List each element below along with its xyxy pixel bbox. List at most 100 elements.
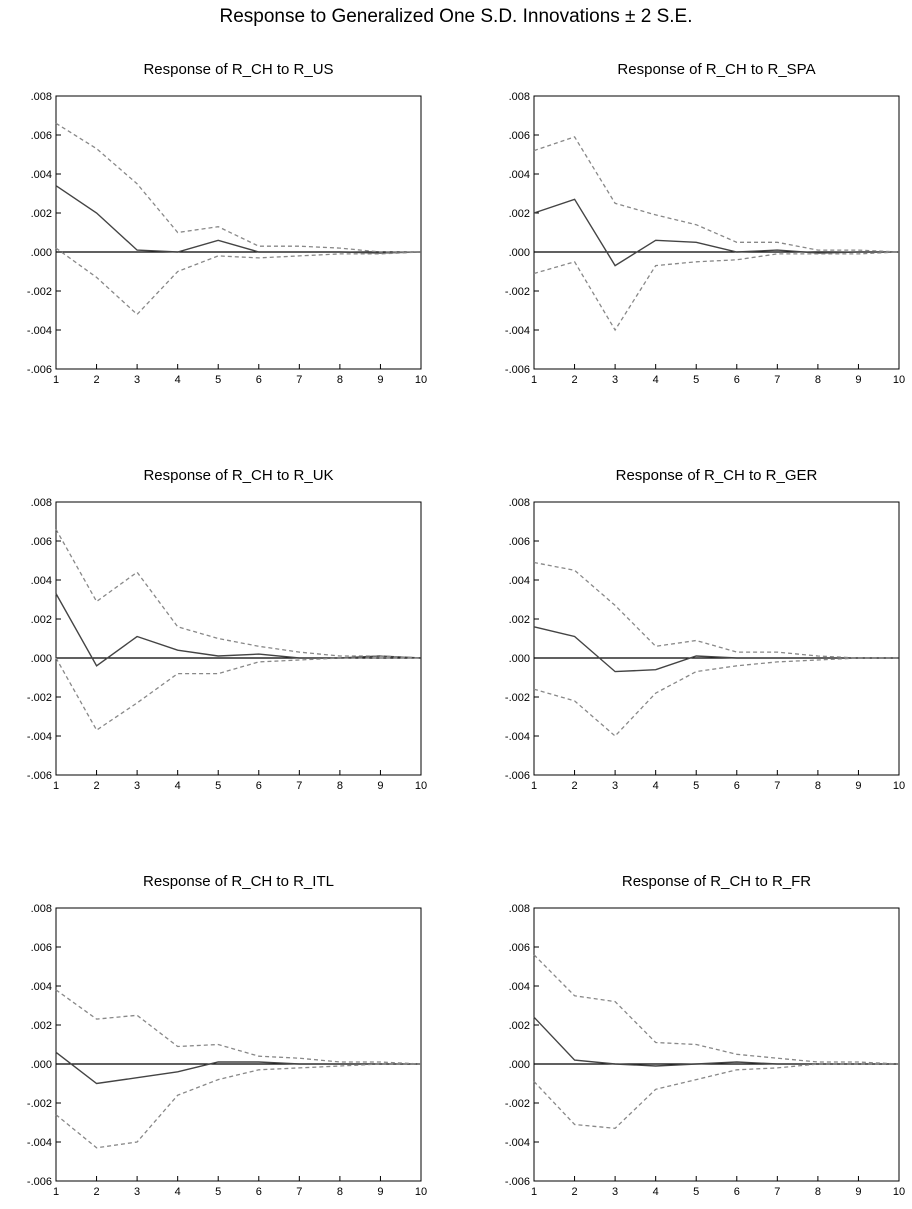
x-tick-label: 1 (531, 374, 537, 386)
x-tick-label: 6 (734, 1186, 740, 1198)
y-tick-label: -.002 (505, 692, 530, 704)
y-tick-label: .008 (509, 903, 530, 915)
y-tick-label: .002 (31, 1020, 52, 1032)
y-tick-label: .006 (31, 130, 52, 142)
x-tick-label: 7 (774, 374, 780, 386)
x-tick-label: 2 (93, 374, 99, 386)
x-tick-label: 8 (815, 374, 821, 386)
y-tick-label: -.002 (505, 1098, 530, 1110)
x-tick-label: 3 (612, 1186, 618, 1198)
x-tick-label: 10 (415, 780, 427, 792)
y-tick-label: .000 (509, 247, 530, 259)
y-tick-label: .004 (31, 575, 52, 587)
upper-band-line (533, 561, 899, 659)
y-tick-label: .008 (31, 903, 52, 915)
y-tick-label: .002 (31, 208, 52, 220)
x-tick-label: 6 (734, 780, 740, 792)
upper-band-line (55, 122, 421, 253)
plot-frame (55, 501, 422, 776)
panel-r-fr: Response of R_CH to R_FR .008 .006 .004 .002… (505, 873, 905, 1198)
x-tick-label: 4 (175, 374, 181, 386)
y-tick-label: .000 (509, 653, 530, 665)
y-tick-label: -.006 (505, 1176, 530, 1188)
x-tick-label: 3 (134, 1186, 140, 1198)
y-tick-label: -.002 (505, 286, 530, 298)
x-tick-label: 8 (815, 1186, 821, 1198)
plot-frame (55, 907, 422, 1182)
x-tick-label: 9 (377, 780, 383, 792)
panel-title: Response of R_CH to R_US (143, 61, 333, 78)
y-tick-label: .004 (509, 169, 530, 181)
x-tick-label: 7 (296, 374, 302, 386)
panel-title: Response of R_CH to R_FR (622, 873, 811, 890)
x-tick-label: 5 (693, 374, 699, 386)
lower-band-line (533, 657, 899, 737)
x-tick-label: 4 (653, 780, 659, 792)
plot-frame (533, 501, 900, 776)
y-tick-label: .008 (509, 91, 530, 103)
x-tick-label: 10 (893, 1186, 905, 1198)
upper-band-line (55, 989, 422, 1065)
x-tick-label: 1 (53, 374, 59, 386)
y-tick-label: .004 (31, 981, 52, 993)
y-tick-label: .006 (509, 536, 530, 548)
response-line (55, 185, 422, 254)
x-tick-label: 3 (134, 374, 140, 386)
y-tick-label: .004 (509, 575, 530, 587)
x-tick-label: 3 (612, 374, 618, 386)
x-tick-label: 4 (175, 780, 181, 792)
y-tick-label: .002 (31, 614, 52, 626)
panel-title: Response of R_CH to R_ITL (143, 873, 334, 890)
x-tick-label: 7 (774, 780, 780, 792)
x-tick-label: 8 (337, 780, 343, 792)
lower-band-line (55, 1063, 421, 1149)
x-tick-label: 5 (215, 1186, 221, 1198)
x-tick-label: 3 (612, 780, 618, 792)
y-tick-label: .006 (509, 942, 530, 954)
y-tick-label: .004 (31, 169, 52, 181)
y-tick-label: -.004 (27, 1137, 52, 1149)
x-tick-label: 6 (256, 374, 262, 386)
y-tick-label: -.006 (505, 364, 530, 376)
x-tick-label: 6 (256, 1186, 262, 1198)
panel-r-ger: Response of R_CH to R_GER .008 .006 .004 .00… (505, 467, 905, 792)
y-tick-label: .004 (509, 981, 530, 993)
y-tick-label: .002 (509, 208, 530, 220)
panel-r-itl: Response of R_CH to R_ITL .008 .006 .004 .00… (27, 873, 427, 1198)
y-tick-label: .008 (31, 91, 52, 103)
x-tick-label: 5 (215, 780, 221, 792)
y-tick-label: .006 (509, 130, 530, 142)
plot-frame (533, 95, 900, 370)
x-tick-label: 2 (93, 780, 99, 792)
x-tick-label: 10 (893, 780, 905, 792)
y-tick-label: -.002 (27, 1098, 52, 1110)
plot-frame (55, 95, 422, 370)
x-tick-label: 7 (296, 780, 302, 792)
x-tick-label: 2 (571, 780, 577, 792)
y-tick-label: -.006 (27, 364, 52, 376)
panel-r-uk: Response of R_CH to R_UK .008 .006 .004 .002… (27, 467, 427, 792)
lower-band-line (55, 247, 422, 316)
y-tick-label: .006 (31, 536, 52, 548)
y-tick-label: -.004 (27, 325, 52, 337)
x-tick-label: 10 (415, 1186, 427, 1198)
response-line (533, 198, 899, 267)
x-tick-label: 6 (256, 780, 262, 792)
y-tick-label: .000 (31, 247, 52, 259)
y-tick-label: .000 (31, 1059, 52, 1071)
panel-r-us: Response of R_CH to R_US .008 .006 .004 .002… (27, 61, 427, 386)
y-tick-label: -.004 (505, 325, 530, 337)
x-tick-label: 8 (337, 1186, 343, 1198)
y-tick-label: -.006 (27, 1176, 52, 1188)
figure-title: Response to Generalized One S.D. Innovat… (219, 6, 693, 27)
panel-title: Response of R_CH to R_SPA (617, 61, 815, 78)
lower-band-line (533, 251, 900, 332)
panel-title: Response of R_CH to R_UK (143, 467, 333, 484)
y-tick-label: .000 (509, 1059, 530, 1071)
x-tick-label: 4 (175, 1186, 181, 1198)
panel-r-spa: Response of R_CH to R_SPA .008 .006 .004 .00… (505, 61, 905, 386)
x-tick-label: 1 (531, 1186, 537, 1198)
lower-band-line (533, 1063, 899, 1129)
panel-title: Response of R_CH to R_GER (616, 467, 818, 484)
